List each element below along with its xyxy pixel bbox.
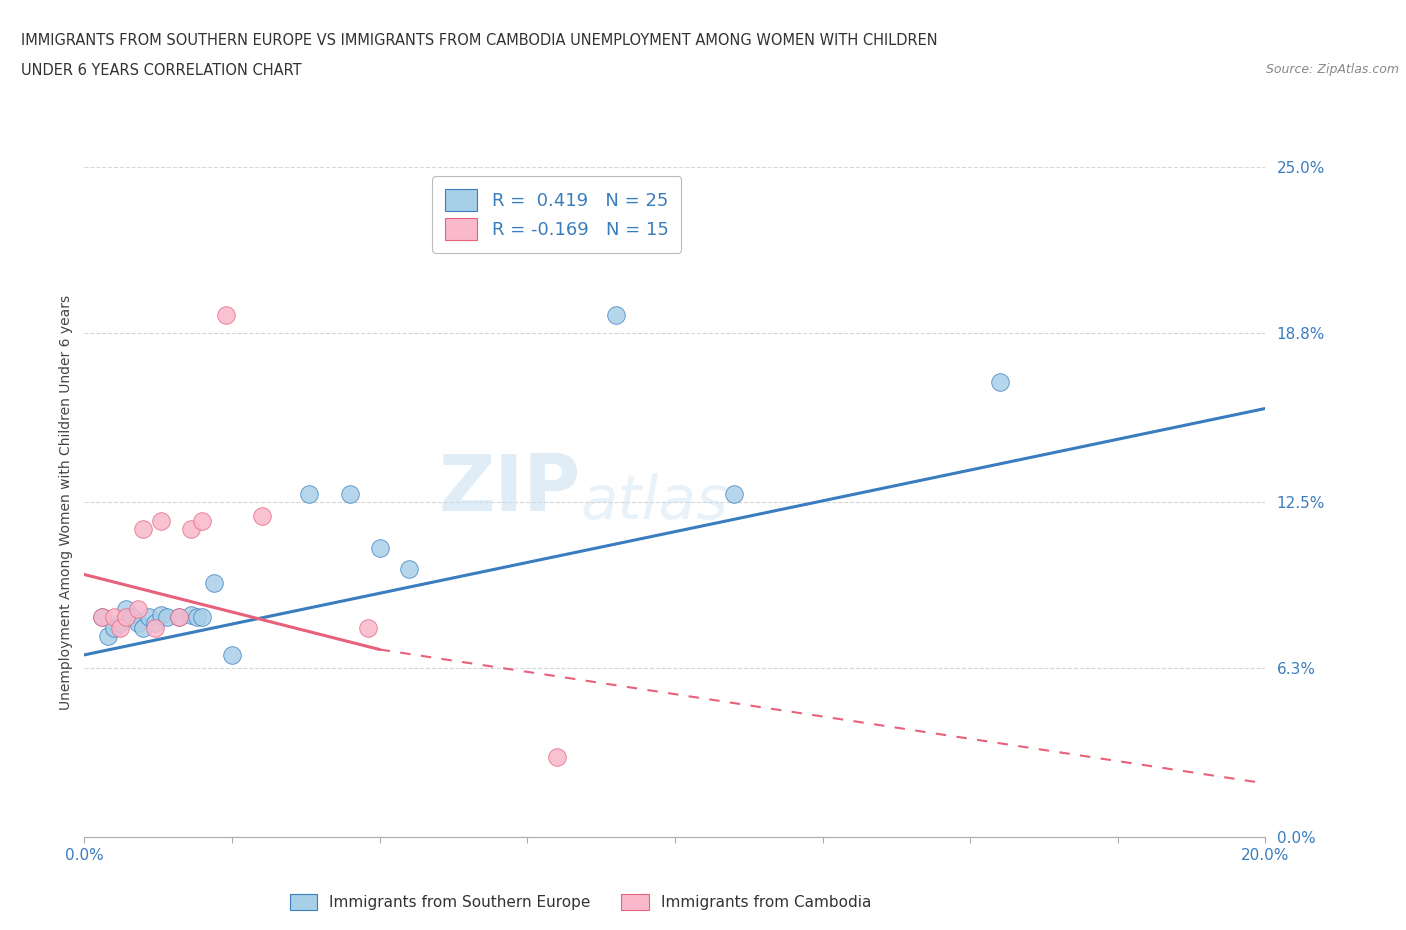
Point: [103, 610, 125, 625]
Point: [357, 620, 380, 635]
Point: [221, 647, 243, 662]
Point: [398, 562, 420, 577]
Point: [150, 513, 173, 528]
Point: [138, 610, 160, 625]
Point: [97, 629, 120, 644]
Point: [167, 610, 190, 625]
Point: [108, 616, 131, 631]
Text: atlas: atlas: [581, 472, 728, 532]
Point: [723, 486, 745, 501]
Point: [368, 540, 391, 555]
Point: [132, 620, 155, 635]
Point: [150, 607, 173, 622]
Point: [298, 486, 321, 501]
Legend: Immigrants from Southern Europe, Immigrants from Cambodia: Immigrants from Southern Europe, Immigra…: [284, 888, 877, 916]
Point: [215, 307, 238, 322]
Point: [605, 307, 627, 322]
Point: [186, 610, 208, 625]
Point: [114, 602, 136, 617]
Point: [121, 610, 143, 625]
Point: [103, 620, 125, 635]
Point: [114, 610, 136, 625]
Point: [156, 610, 179, 625]
Point: [132, 522, 155, 537]
Point: [988, 374, 1011, 389]
Point: [180, 607, 202, 622]
Text: ZIP: ZIP: [439, 451, 581, 526]
Point: [167, 610, 190, 625]
Text: IMMIGRANTS FROM SOUTHERN EUROPE VS IMMIGRANTS FROM CAMBODIA UNEMPLOYMENT AMONG W: IMMIGRANTS FROM SOUTHERN EUROPE VS IMMIG…: [21, 33, 938, 47]
Point: [91, 610, 114, 625]
Point: [202, 575, 225, 590]
Point: [339, 486, 361, 501]
Point: [91, 610, 114, 625]
Point: [191, 610, 214, 625]
Point: [250, 508, 273, 523]
Text: UNDER 6 YEARS CORRELATION CHART: UNDER 6 YEARS CORRELATION CHART: [21, 63, 302, 78]
Point: [127, 616, 149, 631]
Y-axis label: Unemployment Among Women with Children Under 6 years: Unemployment Among Women with Children U…: [59, 295, 73, 710]
Point: [143, 616, 166, 631]
Point: [108, 620, 131, 635]
Point: [546, 750, 568, 764]
Point: [127, 602, 149, 617]
Point: [143, 620, 166, 635]
Point: [180, 522, 202, 537]
Text: Source: ZipAtlas.com: Source: ZipAtlas.com: [1265, 63, 1399, 76]
Point: [191, 513, 214, 528]
